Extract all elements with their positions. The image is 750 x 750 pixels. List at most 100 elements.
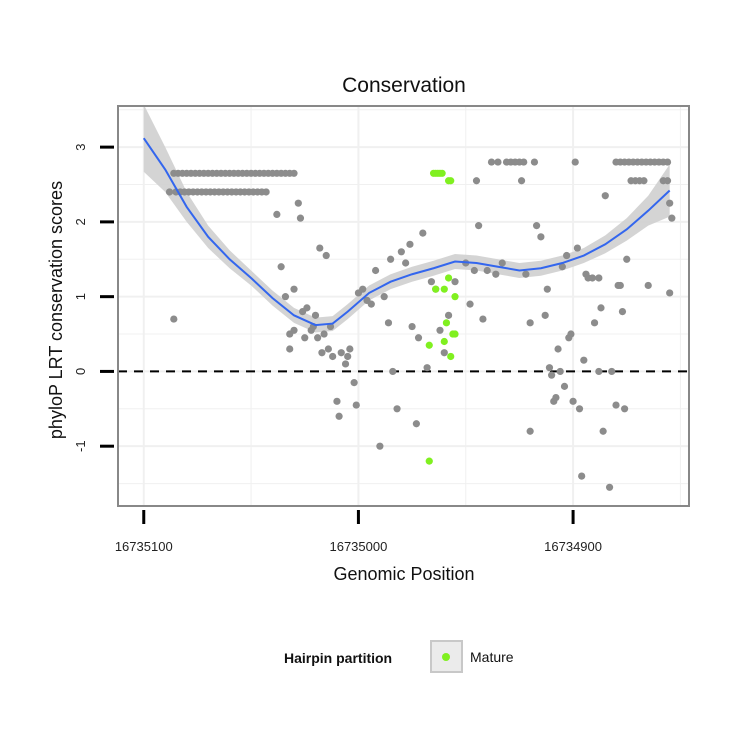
- data-point: [580, 356, 588, 364]
- data-point: [324, 345, 332, 353]
- data-point: [314, 334, 322, 342]
- data-point: [590, 319, 599, 327]
- data-point: [367, 300, 375, 308]
- data-point: [281, 293, 290, 301]
- data-point: [483, 266, 491, 275]
- data-point: [601, 192, 609, 200]
- grid-lines: [118, 106, 689, 506]
- data-point: [170, 315, 178, 323]
- data-point: [612, 401, 620, 409]
- data-point: [335, 412, 343, 420]
- confidence-ribbon: [143, 104, 670, 333]
- mature-point: [451, 293, 459, 301]
- legend-title: Hairpin partition: [284, 650, 392, 666]
- data-point: [346, 345, 354, 353]
- data-point: [470, 266, 478, 275]
- data-point: [618, 308, 627, 316]
- mature-point: [451, 330, 459, 338]
- data-point: [532, 222, 541, 230]
- y-axis-title: phyloP LRT conservation scores: [46, 181, 66, 439]
- mature-point: [442, 319, 451, 327]
- data-point: [427, 278, 436, 286]
- legend-label-mature: Mature: [470, 649, 514, 665]
- data-point: [337, 349, 345, 357]
- data-point: [393, 405, 401, 413]
- data-point: [552, 393, 560, 402]
- data-point: [588, 274, 597, 282]
- axes: -1 0 1 2 3 16735100 16735000 16734900: [73, 105, 690, 554]
- data-point: [303, 304, 311, 312]
- data-point: [522, 270, 530, 278]
- data-point: [526, 427, 534, 435]
- data-point: [344, 352, 352, 361]
- data-point: [578, 472, 586, 480]
- data-point: [290, 326, 298, 334]
- data-point: [419, 229, 427, 237]
- data-point: [517, 177, 526, 185]
- confidence-band: [143, 104, 670, 333]
- data-point: [436, 326, 444, 334]
- mature-point: [440, 285, 448, 293]
- data-point: [616, 281, 624, 290]
- data-point: [575, 405, 584, 413]
- data-point: [666, 199, 674, 207]
- data-point: [663, 177, 672, 185]
- data-point: [412, 420, 420, 428]
- legend: Hairpin partition Mature: [284, 640, 514, 673]
- smooth-line: [142, 137, 671, 327]
- data-point: [494, 158, 502, 166]
- data-point: [444, 311, 453, 319]
- data-point: [475, 222, 483, 230]
- data-point: [599, 427, 607, 435]
- data-point: [663, 158, 672, 166]
- data-point: [322, 251, 330, 260]
- mature-point: [425, 341, 433, 349]
- data-point: [406, 240, 414, 248]
- data-point: [408, 322, 416, 331]
- loess-smooth-line: [142, 137, 671, 327]
- y-tick-label: -1: [73, 440, 88, 452]
- data-point: [451, 278, 459, 286]
- mature-point: [447, 177, 455, 185]
- data-point: [545, 364, 554, 372]
- data-point: [640, 177, 648, 185]
- legend-key: [430, 640, 463, 673]
- data-point: [333, 397, 341, 405]
- data-point: [537, 233, 545, 241]
- data-point: [329, 352, 337, 361]
- data-point: [605, 483, 614, 491]
- data-point: [554, 345, 562, 353]
- data-point: [543, 285, 551, 293]
- data-point: [389, 367, 397, 376]
- mature-point: [444, 274, 453, 282]
- data-point: [341, 360, 350, 368]
- data-point: [520, 158, 528, 166]
- data-point: [668, 214, 676, 222]
- mature-point: [447, 352, 455, 361]
- chart-title: Conservation: [342, 74, 466, 97]
- data-point: [301, 334, 309, 342]
- data-point: [262, 188, 270, 196]
- x-tick-label: 16735000: [329, 539, 387, 554]
- mature-point: [438, 169, 446, 177]
- data-point: [623, 255, 631, 263]
- data-point: [277, 263, 285, 271]
- data-point: [567, 330, 575, 338]
- data-point: [487, 158, 496, 166]
- data-point: [595, 367, 603, 376]
- data-point: [352, 401, 360, 409]
- data-point: [402, 259, 410, 267]
- data-point: [296, 214, 305, 222]
- data-point: [560, 382, 569, 390]
- data-point: [563, 251, 571, 260]
- data-point: [316, 244, 324, 252]
- y-tick-label: 1: [73, 293, 88, 300]
- data-point: [423, 364, 431, 372]
- x-tick-label: 16735100: [115, 539, 173, 554]
- data-point: [380, 293, 388, 301]
- data-point: [621, 405, 629, 413]
- data-point: [548, 371, 556, 379]
- y-tick-label: 3: [73, 144, 88, 151]
